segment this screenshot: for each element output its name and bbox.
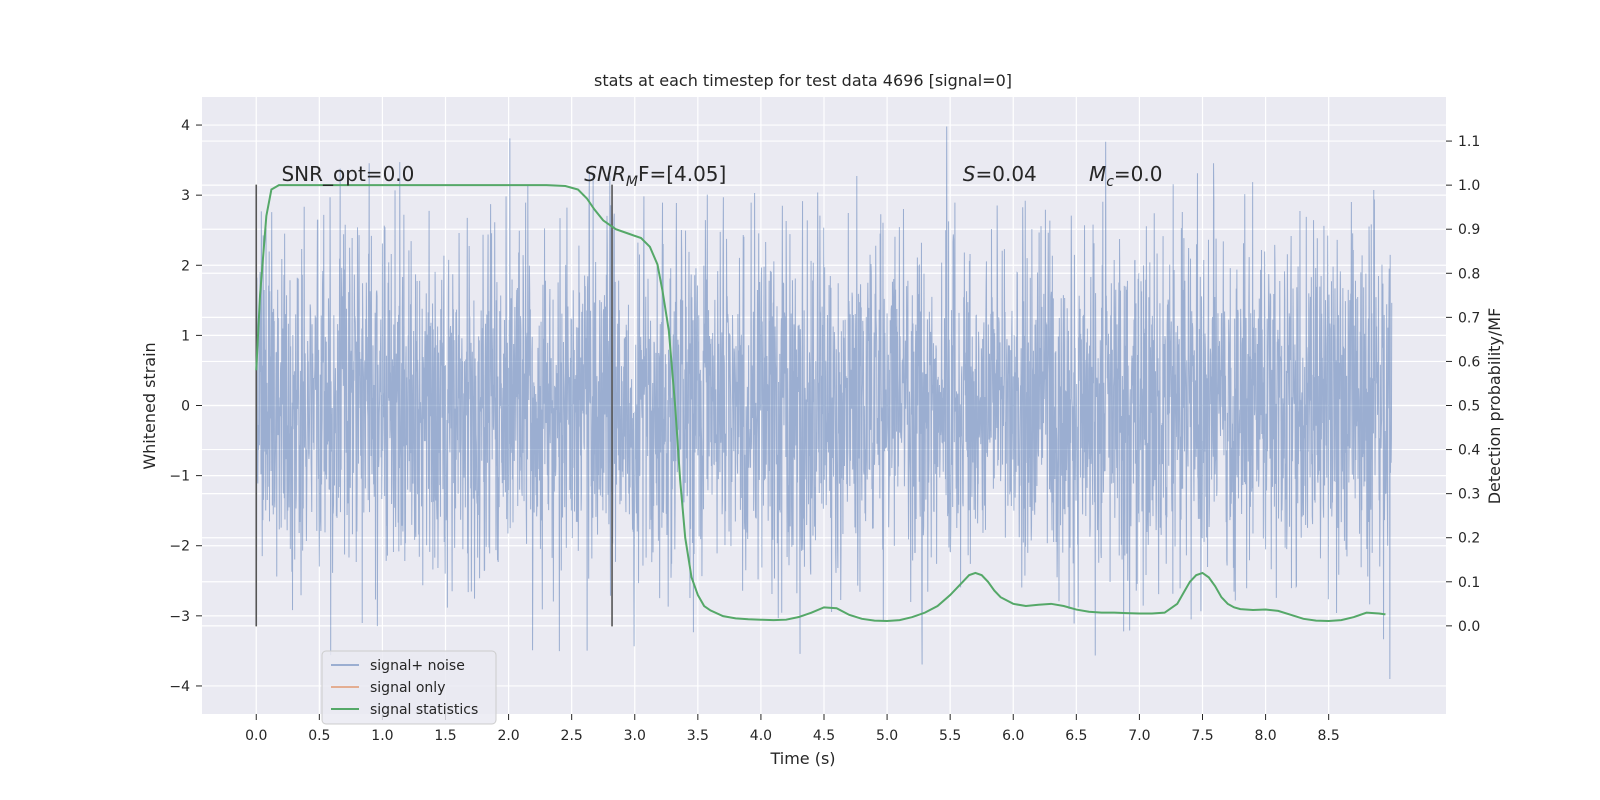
noise-series (255, 126, 1393, 679)
annotation-symbol: S (963, 162, 976, 186)
y-tick-label: 0 (181, 399, 190, 415)
y-tick-label: −3 (169, 609, 190, 625)
y-tick-label: 4 (181, 118, 190, 134)
annotation-value: F=[4.05] (638, 162, 726, 186)
vertical-markers (255, 184, 613, 627)
annotation-subscript: M (626, 174, 638, 190)
right-tick-label: 1.1 (1458, 134, 1480, 150)
x-axis-label: Time (s) (769, 749, 835, 768)
y-tick-label: 3 (181, 188, 190, 204)
right-tick-label: 0.5 (1458, 399, 1480, 415)
x-tick-label: 8.5 (1318, 728, 1340, 744)
annotation-value: =0.04 (975, 162, 1036, 186)
noise-line (255, 126, 1393, 679)
y-tick-label: 1 (181, 328, 190, 344)
annotation-value: =0.0 (1114, 162, 1163, 186)
annotation: SNR_opt=0.0 (281, 162, 414, 186)
x-tick-label: 5.0 (876, 728, 898, 744)
x-tick-label: 4.5 (813, 728, 835, 744)
right-tick-label: 0.3 (1458, 487, 1480, 503)
y-axis-label: Whitened strain (140, 342, 159, 469)
right-axis-label: Detection probability/MF (1485, 308, 1504, 505)
annotation: Mc=0.0 (1089, 162, 1163, 190)
annotation-symbol: SNR (584, 162, 626, 186)
right-tick-label: 0.8 (1458, 266, 1480, 282)
x-tick-label: 5.5 (939, 728, 961, 744)
legend-label-noise: signal+ noise (370, 658, 465, 674)
right-tick-label: 0.1 (1458, 575, 1480, 591)
x-tick-label: 3.5 (687, 728, 709, 744)
legend-label-signal-only: signal only (370, 680, 445, 696)
x-tick-label: 4.0 (750, 728, 772, 744)
right-tick-label: 0.7 (1458, 310, 1480, 326)
x-tick-label: 1.5 (434, 728, 456, 744)
annotation-symbol: M (1089, 162, 1106, 186)
x-tick-label: 6.5 (1065, 728, 1087, 744)
x-tick-label: 2.5 (561, 728, 583, 744)
annotation-subscript: c (1106, 174, 1114, 190)
right-tick-label: 0.2 (1458, 531, 1480, 547)
right-tick-label: 1.0 (1458, 178, 1480, 194)
annotation: S=0.04 (963, 162, 1037, 186)
y-tick-label: −4 (169, 679, 190, 695)
legend-box (321, 650, 497, 725)
y-tick-label: −1 (169, 469, 190, 485)
x-tick-label: 7.0 (1128, 728, 1150, 744)
x-tick-label: 0.0 (245, 728, 267, 744)
legend-label-statistics: signal statistics (370, 702, 478, 718)
x-tick-label: 1.0 (371, 728, 393, 744)
right-tick-label: 0.0 (1458, 619, 1480, 635)
x-tick-label: 2.0 (497, 728, 519, 744)
right-tick-label: 0.4 (1458, 443, 1480, 459)
x-tick-label: 8.0 (1254, 728, 1276, 744)
legend: signal+ noise signal only signal statist… (321, 650, 497, 725)
y-tick-label: 2 (181, 258, 190, 274)
annotation: SNRMF=[4.05] (584, 162, 726, 190)
x-tick-label: 6.0 (1002, 728, 1024, 744)
right-tick-label: 0.9 (1458, 222, 1480, 238)
right-axis-ticks: 0.0 0.1 0.2 0.3 0.4 0.5 0.6 0.7 0.8 0.9 1.0 1.1 (1446, 134, 1480, 635)
y-tick-label: −2 (169, 539, 190, 555)
statistics-line (255, 184, 1386, 623)
x-axis-ticks: 0.0 0.5 1.0 1.5 2.0 2.5 3.0 3.5 4.0 4.5 5.0 5.5 6.0 6… (245, 714, 1340, 744)
x-tick-label: 7.5 (1191, 728, 1213, 744)
right-tick-label: 0.6 (1458, 354, 1480, 370)
x-tick-label: 0.5 (308, 728, 330, 744)
x-tick-label: 3.0 (624, 728, 646, 744)
chart-title: stats at each timestep for test data 469… (594, 71, 1012, 90)
statistics-series (255, 184, 1386, 623)
annotations: SNR_opt=0.0 SNRMF=[4.05] S=0.04 Mc=0.0 (281, 162, 1162, 190)
y-axis-ticks: −4 −3 −2 −1 0 1 2 3 4 (169, 118, 202, 695)
